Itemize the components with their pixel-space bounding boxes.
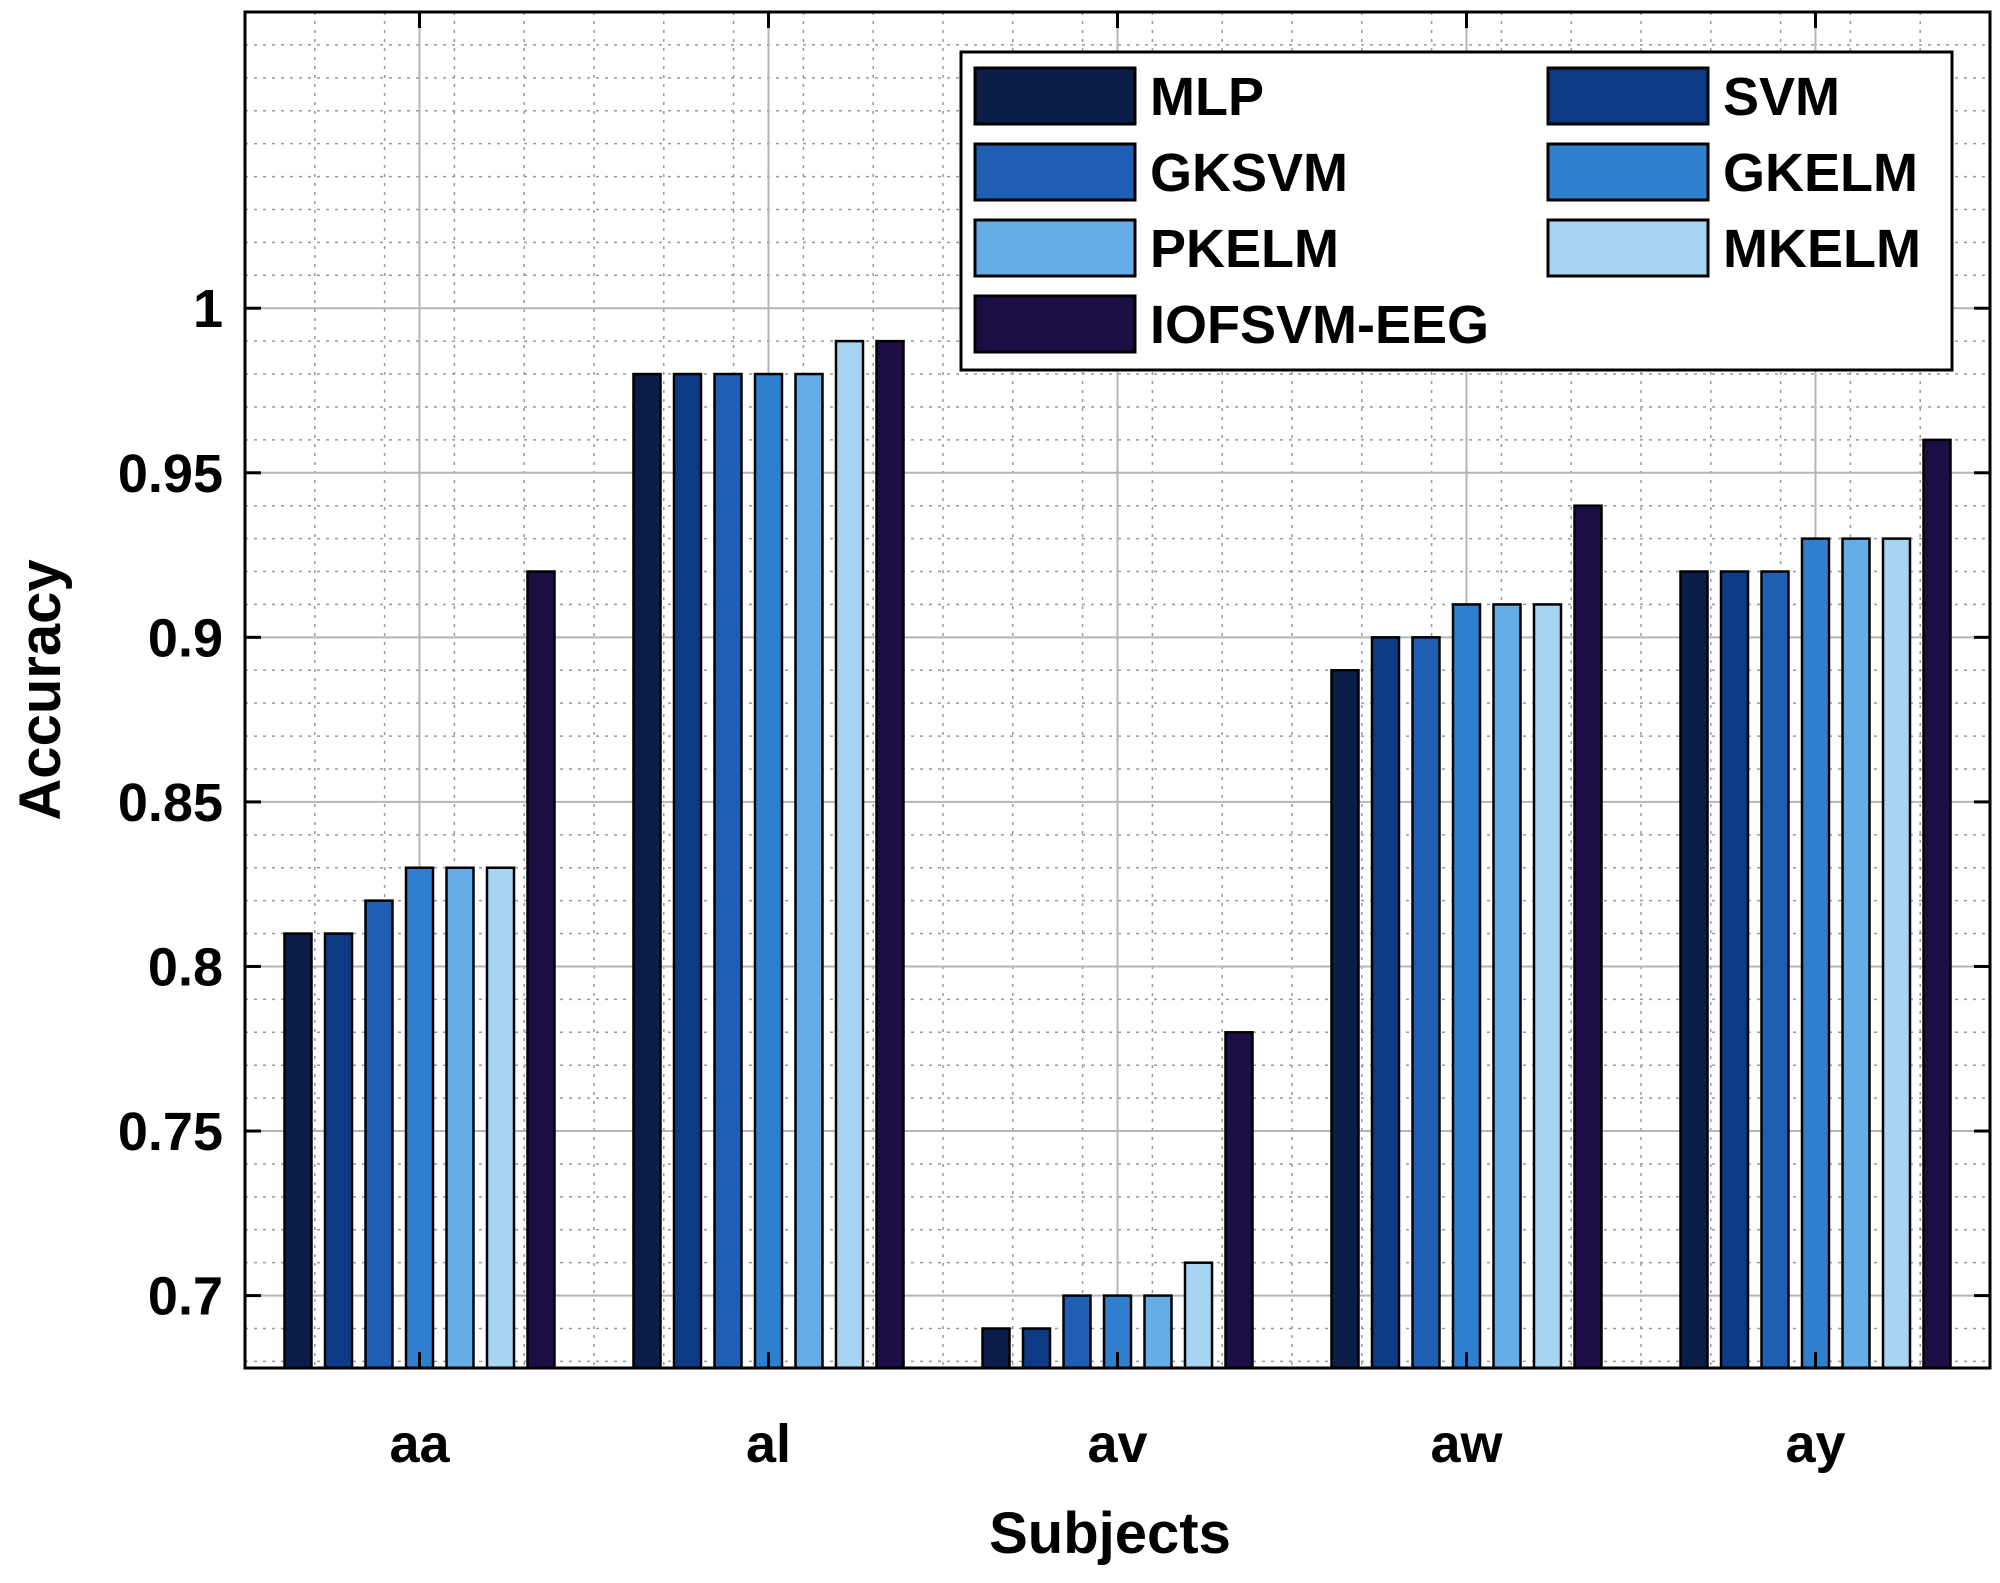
x-tick-label: av <box>1087 1414 1147 1474</box>
bar-av-mkelm <box>1183 1261 1214 1370</box>
bars <box>283 339 1952 1370</box>
axis-ticks <box>245 12 1990 1368</box>
bar-aa-pkelm <box>445 866 475 1370</box>
x-tick-label: al <box>746 1414 791 1474</box>
bar-av-mlp <box>981 1327 1011 1370</box>
y-tick-label: 0.7 <box>148 1267 223 1327</box>
bar-aa-gksvm <box>364 899 394 1370</box>
x-axis-label: Subjects <box>989 1501 1231 1566</box>
y-tick-label: 0.8 <box>148 937 223 997</box>
legend-label-gkelm: GKELM <box>1723 143 1918 203</box>
legend: MLP SVM GKSVM GKELM PKELM MKELM IOFSVM-EEG <box>959 50 1954 372</box>
bar-ay-gksvm <box>1760 570 1790 1370</box>
bar-aw-svm <box>1370 636 1401 1370</box>
y-tick-label: 1 <box>193 279 223 339</box>
y-tick-labels: 0.7 0.75 0.8 0.85 0.9 0.95 1 <box>118 279 223 1326</box>
bar-aa-mlp <box>283 932 313 1370</box>
bar-aw-gkelm <box>1451 603 1482 1370</box>
bar-av-pkelm <box>1143 1294 1173 1370</box>
bar-aw-pkelm <box>1492 603 1522 1370</box>
legend-items: MLP SVM GKSVM GKELM PKELM MKELM IOFSVM-EEG <box>973 66 1921 355</box>
bar-aa-iofsvm-eeg <box>526 570 556 1370</box>
bar-al-mkelm <box>834 339 865 1370</box>
bar-ay-svm <box>1719 570 1750 1370</box>
y-axis-label: Accuracy <box>8 559 73 820</box>
bar-ay-gkelm <box>1800 537 1831 1370</box>
bar-ay-iofsvm-eeg <box>1922 438 1952 1370</box>
bar-al-gkelm <box>753 372 784 1370</box>
x-tick-label: aw <box>1430 1414 1503 1474</box>
bar-av-gksvm <box>1062 1294 1092 1370</box>
y-tick-label: 0.9 <box>148 608 223 668</box>
legend-label-mkelm: MKELM <box>1723 219 1921 279</box>
legend-swatch-mkelm <box>1546 218 1710 278</box>
bar-aa-gkelm <box>404 866 435 1370</box>
bar-al-svm <box>672 372 703 1370</box>
bar-av-iofsvm-eeg <box>1224 1031 1254 1370</box>
bar-aa-svm <box>323 932 354 1370</box>
bar-al-iofsvm-eeg <box>875 339 905 1370</box>
bar-al-pkelm <box>794 372 824 1370</box>
legend-label-svm: SVM <box>1723 67 1840 127</box>
bar-aw-mlp <box>1330 669 1360 1370</box>
legend-swatch-pkelm <box>973 218 1137 278</box>
legend-swatch-svm <box>1546 66 1710 126</box>
legend-label-iofsvm-eeg: IOFSVM-EEG <box>1150 295 1489 355</box>
bar-aw-iofsvm-eeg <box>1573 504 1603 1370</box>
x-tick-labels: aa al av aw ay <box>389 1414 1845 1474</box>
bar-aa-mkelm <box>485 866 516 1370</box>
bar-aw-mkelm <box>1532 603 1563 1370</box>
bar-ay-pkelm <box>1841 537 1871 1370</box>
legend-label-mlp: MLP <box>1150 67 1264 127</box>
legend-label-gksvm: GKSVM <box>1150 143 1348 203</box>
legend-swatch-mlp <box>973 66 1137 126</box>
bar-av-svm <box>1021 1327 1052 1370</box>
y-tick-label: 0.85 <box>118 773 223 833</box>
legend-swatch-gksvm <box>973 142 1137 202</box>
x-tick-label: ay <box>1785 1414 1845 1474</box>
legend-swatch-gkelm <box>1546 142 1710 202</box>
legend-swatch-iofsvm-eeg <box>973 294 1137 354</box>
bar-ay-mlp <box>1679 570 1709 1370</box>
bar-aw-gksvm <box>1411 636 1441 1370</box>
y-tick-label: 0.75 <box>118 1102 223 1162</box>
y-tick-label: 0.95 <box>118 444 223 504</box>
bar-al-gksvm <box>713 372 743 1370</box>
x-tick-label: aa <box>389 1414 450 1474</box>
bar-ay-mkelm <box>1881 537 1912 1370</box>
bar-al-mlp <box>632 372 662 1370</box>
legend-label-pkelm: PKELM <box>1150 219 1339 279</box>
